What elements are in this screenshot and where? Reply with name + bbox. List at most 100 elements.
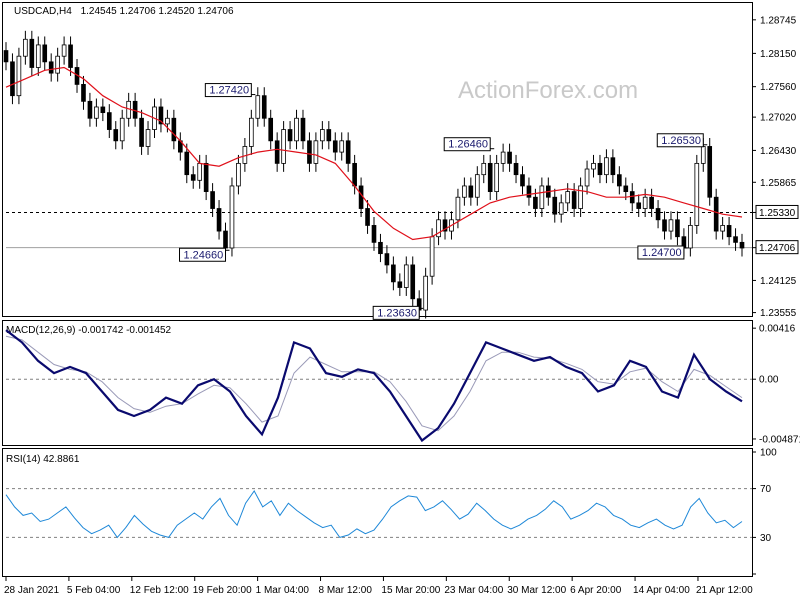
candle-body: [513, 162, 519, 176]
candle: [629, 183, 635, 212]
callout-label: 1.24660: [184, 249, 224, 261]
candle-body: [707, 146, 713, 198]
macd-signal-line: [5, 335, 743, 432]
candle-body: [429, 236, 435, 277]
candle: [216, 200, 222, 240]
candle-body: [300, 117, 306, 142]
candle-body: [29, 38, 35, 68]
candle: [481, 154, 487, 184]
candle: [713, 188, 719, 240]
candle-body: [249, 117, 254, 147]
price-tick-label: 1.27560: [760, 82, 797, 93]
candle: [726, 216, 732, 246]
candle: [320, 121, 325, 150]
candle-body: [442, 219, 448, 232]
time-tick-label: 30 Mar 12:00: [507, 585, 566, 596]
candle: [365, 200, 370, 234]
candle: [526, 177, 532, 206]
rsi-panel-title: RSI(14) 42.8861: [6, 454, 80, 465]
candle-body: [55, 55, 60, 74]
candle-body: [307, 140, 312, 164]
candle-body: [158, 106, 164, 125]
candle-body: [68, 44, 73, 68]
macd-tick-label: -0.004871: [759, 434, 800, 445]
candle-body: [584, 168, 590, 187]
candle: [468, 177, 474, 206]
price-callout: 1.23630: [372, 305, 424, 320]
candle: [287, 121, 293, 150]
rsi-tick-label: 70: [760, 484, 772, 495]
candle-body: [197, 162, 203, 181]
candle-body: [726, 225, 732, 238]
candle-body: [294, 117, 299, 142]
candle-body: [410, 264, 416, 300]
candle: [171, 109, 177, 150]
rsi-tick-label: 30: [760, 533, 772, 544]
candle: [584, 160, 590, 195]
price-tag-label: 1.24706: [759, 243, 796, 254]
symbol-label: USDCAD,H4: [14, 6, 72, 17]
time-axis: 28 Jan 2021 5 Feb 04:00 12 Feb 12:00 19 Feb…: [4, 577, 753, 596]
candle: [255, 87, 261, 127]
candle: [332, 132, 338, 161]
candle: [675, 211, 680, 246]
candle: [190, 166, 196, 189]
candle: [29, 30, 35, 76]
candle: [462, 177, 467, 206]
candle: [158, 98, 164, 133]
rsi-level-lines: [6, 488, 752, 538]
candle-body: [623, 185, 629, 192]
candle-body: [578, 185, 583, 209]
price-tag: 1.25330: [755, 204, 799, 219]
callout-label: 1.24700: [642, 247, 682, 259]
candle-body: [565, 191, 571, 204]
candle-body: [539, 185, 545, 209]
candle-body: [455, 196, 461, 221]
candle: [610, 149, 616, 184]
price-callout: 1.27420: [204, 83, 256, 98]
candle: [494, 154, 499, 201]
price-callout: 1.24700: [637, 245, 688, 260]
price-tick-label: 1.25865: [760, 178, 797, 189]
candle-body: [326, 129, 332, 142]
candle-body: [23, 38, 28, 57]
candle: [636, 194, 642, 217]
candle: [688, 216, 693, 257]
candle: [100, 98, 106, 122]
candle-body: [384, 253, 390, 266]
candle: [642, 188, 648, 217]
candle: [410, 256, 416, 308]
candle-body: [229, 185, 235, 249]
candle-body: [320, 129, 325, 142]
candle: [345, 132, 351, 172]
candle: [210, 183, 215, 217]
candle-body: [688, 225, 693, 249]
candle: [623, 177, 629, 201]
candle: [552, 188, 558, 223]
candle: [236, 154, 241, 195]
rsi-line: [5, 490, 743, 539]
candle: [423, 267, 428, 319]
candle-body: [668, 219, 674, 232]
price-tag-label: 1.25330: [759, 208, 796, 219]
price-axis: 1.28745 1.28150 1.27560 1.27020 1.26430 1.258…: [752, 15, 799, 319]
callout-box: [443, 137, 491, 152]
candle-body: [526, 185, 532, 198]
candle-body: [165, 117, 170, 125]
candle: [268, 109, 274, 150]
time-tick-label: 12 Feb 12:00: [130, 585, 189, 596]
candle-body: [391, 264, 396, 283]
candle-body: [675, 219, 680, 238]
candle-body: [332, 140, 338, 153]
candle-body: [700, 146, 706, 164]
candle: [326, 121, 332, 150]
candle-body: [119, 117, 125, 142]
candle-body: [145, 129, 151, 147]
candle-body: [629, 191, 635, 204]
macd-tick-label: 0.00416: [759, 324, 796, 335]
rsi-axis: 100 70 30: [752, 448, 777, 575]
candle: [694, 154, 700, 234]
candle: [707, 138, 713, 206]
candle: [139, 109, 144, 155]
